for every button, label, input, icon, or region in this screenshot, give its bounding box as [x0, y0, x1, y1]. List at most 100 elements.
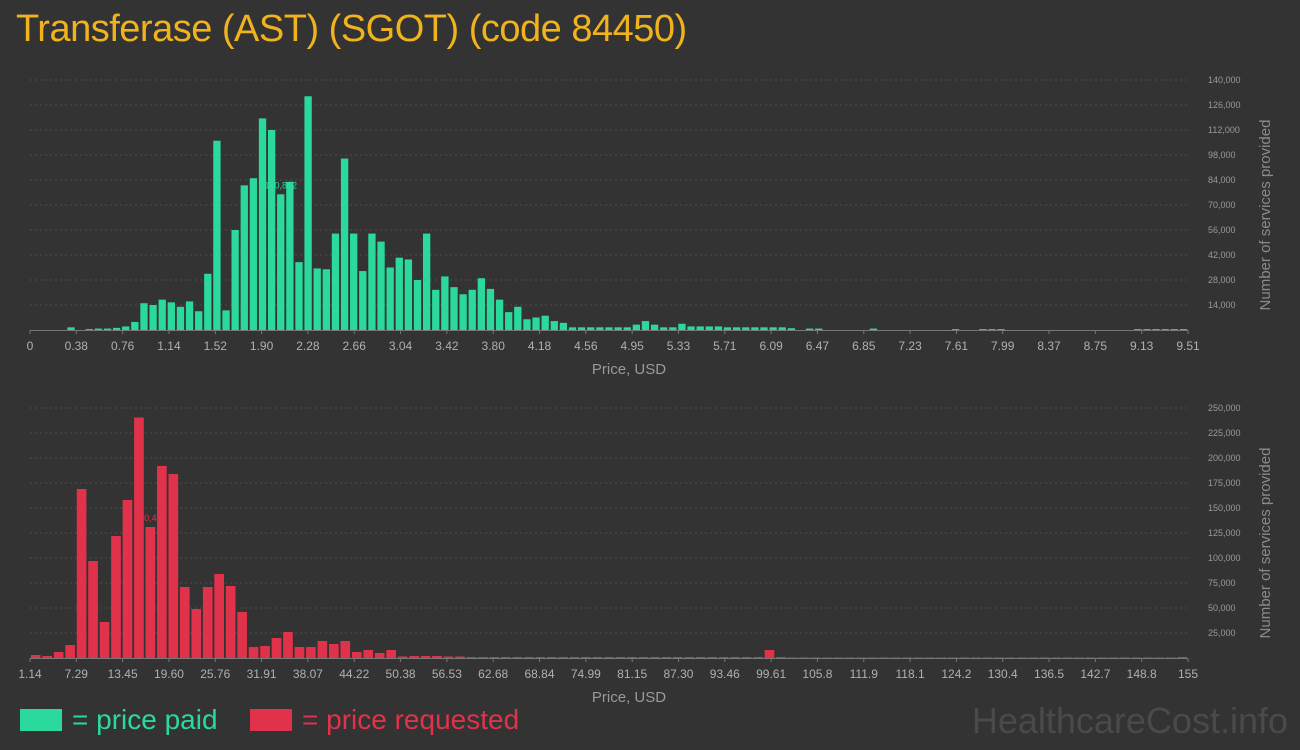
price-requested-chart: 25,000 50,000 75,000 100,000 125,000 150,000 1…	[0, 398, 1300, 708]
paid-bar	[568, 327, 577, 330]
paid-y-tick-label: 56,000	[1208, 225, 1236, 235]
requested-x-tick-label: 50.38	[386, 667, 416, 681]
paid-bar	[596, 327, 604, 330]
paid-y-tick-label: 140,000	[1208, 75, 1241, 85]
requested-bar	[546, 657, 557, 658]
paid-bar	[541, 315, 549, 330]
paid-bar	[195, 311, 203, 330]
legend-requested-swatch	[250, 709, 292, 731]
requested-bar	[386, 650, 396, 658]
paid-bar	[979, 329, 987, 330]
paid-bar	[231, 230, 239, 330]
paid-x-tick-label: 6.09	[759, 339, 783, 353]
paid-bar	[486, 288, 495, 330]
requested-bar	[328, 644, 339, 658]
requested-x-tick-label: 148.8	[1127, 667, 1157, 681]
requested-bar	[1108, 657, 1119, 658]
requested-bar	[397, 656, 408, 658]
requested-bar	[317, 641, 328, 658]
requested-bar	[993, 657, 1004, 658]
requested-bar	[535, 657, 546, 658]
paid-bar	[760, 327, 768, 330]
paid-x-tick-label: 3.42	[435, 339, 459, 353]
requested-bar	[420, 656, 431, 658]
requested-x-tick-label: 19.60	[154, 667, 184, 681]
requested-bar	[833, 657, 844, 658]
requested-bar	[225, 586, 236, 658]
paid-bar	[650, 324, 659, 330]
requested-bar	[913, 657, 924, 658]
paid-bar	[1152, 329, 1160, 330]
requested-x-tick-label: 105.8	[802, 667, 832, 681]
paid-y-tick-label: 14,000	[1208, 300, 1236, 310]
paid-bar	[103, 328, 112, 330]
paid-bar	[122, 326, 130, 330]
paid-bar	[313, 268, 321, 330]
requested-y-tick-label: 75,000	[1208, 578, 1236, 588]
paid-bar	[577, 327, 586, 330]
requested-bar	[1120, 657, 1130, 658]
paid-y-tick-label: 112,000	[1208, 125, 1240, 135]
requested-bar	[294, 647, 305, 658]
requested-bar	[53, 652, 64, 658]
requested-bar	[753, 657, 763, 658]
paid-bar	[286, 181, 294, 330]
requested-bar	[374, 653, 385, 658]
requested-bar	[351, 652, 362, 658]
requested-bar	[88, 561, 98, 658]
legend-price-requested: = price requested	[250, 704, 519, 736]
requested-bar	[822, 657, 832, 658]
paid-bar	[131, 321, 139, 330]
requested-x-tick-label: 142.7	[1080, 667, 1110, 681]
requested-bar	[432, 656, 442, 658]
paid-bar	[1170, 329, 1178, 330]
paid-y-tick-label: 28,000	[1208, 275, 1236, 285]
paid-bar	[140, 303, 148, 330]
requested-bar	[478, 657, 488, 658]
requested-bar	[558, 657, 568, 658]
paid-bar	[149, 305, 157, 330]
paid-bar	[988, 329, 996, 330]
paid-y-axis-label: Number of services provided	[1257, 120, 1274, 311]
paid-y-tick-label: 98,000	[1208, 150, 1236, 160]
price-requested-chart-svg: 25,000 50,000 75,000 100,000 125,000 150,000 1…	[18, 403, 1274, 706]
requested-x-tick-label: 1.14	[18, 667, 42, 681]
paid-bar	[1143, 329, 1151, 330]
paid-bar	[714, 326, 723, 330]
requested-bar	[271, 638, 282, 658]
requested-y-tick-label: 250,000	[1208, 403, 1241, 413]
requested-bar	[890, 657, 901, 658]
paid-y-tick-label: 126,000	[1208, 100, 1241, 110]
requested-y-tick-label: 100,000	[1208, 553, 1241, 563]
requested-y-tick-label: 25,000	[1208, 628, 1236, 638]
requested-bar	[179, 587, 190, 658]
requested-bar	[455, 656, 465, 658]
paid-bar	[769, 327, 777, 330]
paid-bar	[441, 276, 449, 330]
paid-bar	[477, 278, 486, 330]
paid-bar	[331, 233, 340, 330]
requested-bar	[340, 641, 351, 658]
paid-bar	[404, 259, 413, 330]
requested-bar	[1028, 657, 1039, 658]
requested-bar	[844, 657, 855, 658]
paid-bar	[787, 328, 796, 330]
requested-x-tick-label: 130.4	[988, 667, 1018, 681]
paid-bar	[815, 328, 823, 330]
requested-bar	[718, 657, 729, 658]
requested-bar	[191, 609, 202, 658]
requested-x-tick-label: 118.1	[896, 667, 925, 681]
requested-bar	[730, 657, 740, 658]
requested-y-tick-label: 150,000	[1208, 503, 1241, 513]
requested-bar	[1039, 657, 1050, 658]
requested-bar	[248, 647, 259, 658]
requested-bar	[1131, 657, 1142, 658]
requested-bar	[695, 657, 706, 658]
paid-bar	[669, 327, 677, 330]
paid-x-tick-label: 9.51	[1176, 339, 1200, 353]
paid-bar	[805, 328, 814, 330]
paid-bar	[368, 233, 376, 330]
requested-bar	[1177, 657, 1188, 658]
paid-bar	[723, 327, 732, 330]
paid-x-tick-label: 3.80	[482, 339, 506, 353]
